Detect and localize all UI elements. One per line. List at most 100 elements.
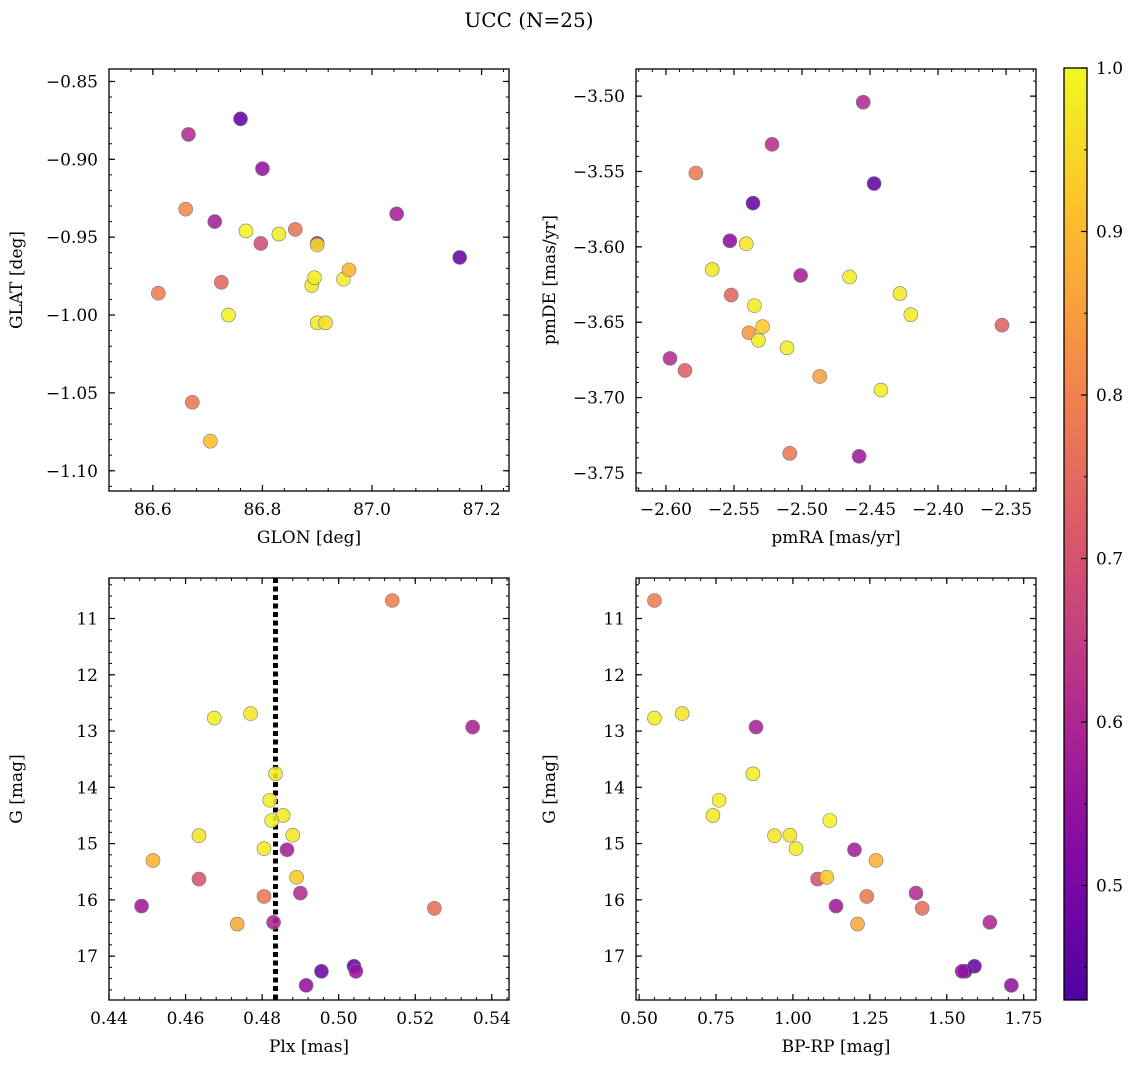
data-point	[262, 792, 278, 808]
data-point	[850, 916, 865, 932]
y-axis-label: pmDE [mas/yr]	[540, 215, 560, 345]
colorbar-tick-label: 0.5	[1096, 877, 1123, 897]
x-axis-label: Plx [mas]	[269, 1037, 349, 1057]
data-point	[782, 827, 798, 843]
data-point	[755, 319, 770, 335]
data-point	[181, 127, 196, 142]
x-tick-label: −2.45	[844, 500, 896, 520]
colorbar-tick-label: 1.0	[1096, 59, 1123, 79]
x-tick-label: 0.50	[320, 1009, 358, 1029]
data-layer	[647, 593, 1019, 993]
data-point	[982, 915, 998, 930]
y-tick-label: 17	[603, 947, 625, 967]
data-layer	[134, 578, 480, 1000]
data-point	[822, 813, 838, 828]
panel-glon-glat: 86.6 86.8 87.0 87.2 −0.85 −0.90 −0.95 −1.00 −1.0…	[7, 68, 510, 548]
data-point	[954, 964, 970, 979]
panel-bprp-g: 0.50 0.75 1.00 1.25 1.50 1.75 11 12 13 14 15 16 17 BP…	[540, 577, 1043, 1057]
x-tick-label: −2.60	[640, 500, 692, 520]
data-point	[465, 719, 480, 735]
x-tick-label: 1.75	[1005, 1009, 1043, 1029]
axes-frame	[108, 68, 510, 492]
data-point	[314, 964, 329, 979]
x-axis-label: pmRA [mas/yr]	[771, 528, 900, 548]
y-tick-label: −3.70	[573, 389, 625, 409]
data-point	[782, 446, 798, 461]
data-point	[745, 195, 761, 211]
x-tick-label: 0.54	[473, 1009, 511, 1029]
y-tick-label: −0.95	[46, 228, 98, 248]
y-tick-label: 15	[76, 835, 98, 855]
colorbar-gradient	[1064, 68, 1087, 1000]
x-tick-label: 86.6	[134, 500, 172, 520]
data-point	[285, 827, 301, 843]
x-tick-label: 0.44	[90, 1009, 128, 1029]
colorbar-tick-label: 0.7	[1096, 550, 1123, 570]
data-point	[722, 233, 738, 249]
data-point	[866, 176, 882, 191]
data-point	[206, 710, 222, 726]
data-point	[779, 340, 795, 356]
data-point	[298, 978, 314, 993]
data-point	[452, 250, 467, 265]
data-point	[191, 871, 207, 887]
x-tick-label: 86.8	[243, 500, 281, 520]
axes-frame	[635, 68, 1037, 492]
data-point	[233, 111, 248, 127]
y-tick-label: 16	[603, 891, 625, 911]
x-tick-label: −2.35	[980, 500, 1032, 520]
data-point	[253, 236, 269, 251]
y-tick-label: 11	[76, 610, 98, 630]
data-point	[178, 201, 194, 217]
x-tick-label: 87.2	[463, 500, 501, 520]
data-point	[855, 94, 871, 110]
y-tick-label: −3.65	[573, 313, 625, 333]
x-tick-label: 0.75	[697, 1009, 735, 1029]
data-point	[229, 916, 245, 932]
y-tick-label: −0.90	[46, 150, 98, 170]
data-point	[847, 842, 862, 858]
y-axis-label: G [mag]	[540, 754, 560, 823]
figure-title: UCC (N=25)	[464, 8, 593, 32]
data-point	[647, 593, 662, 608]
data-point	[271, 226, 287, 242]
data-point	[914, 900, 930, 916]
data-point	[255, 161, 270, 176]
data-point	[812, 369, 827, 384]
data-point	[207, 214, 223, 229]
axes-frame	[108, 577, 510, 1001]
y-tick-label: 13	[76, 722, 98, 742]
x-axis-label: GLON [deg]	[257, 528, 361, 548]
data-point	[238, 223, 254, 239]
data-point	[788, 841, 804, 856]
y-tick-label: 11	[603, 610, 625, 630]
x-tick-label: 1.25	[851, 1009, 889, 1029]
y-tick-label: 12	[76, 666, 98, 686]
x-tick-label: 1.00	[774, 1009, 812, 1029]
y-tick-label: 14	[603, 778, 625, 798]
x-tick-label: 0.48	[243, 1009, 281, 1029]
colorbar-tick-label: 0.6	[1096, 713, 1123, 733]
data-point	[793, 268, 808, 283]
data-point	[307, 270, 322, 285]
x-tick-label: 1.50	[928, 1009, 966, 1029]
y-tick-label: −1.00	[46, 306, 98, 326]
data-point	[764, 137, 780, 152]
data-point	[994, 317, 1010, 333]
data-layer	[662, 94, 1010, 464]
y-tick-label: −1.10	[46, 462, 98, 482]
data-point	[748, 719, 764, 735]
data-point	[214, 275, 229, 290]
data-point	[842, 269, 857, 285]
data-point	[747, 298, 762, 313]
data-point	[279, 842, 295, 858]
data-point	[203, 433, 218, 449]
data-point	[688, 165, 704, 181]
data-point	[828, 898, 844, 914]
data-point	[711, 792, 727, 808]
data-point	[647, 710, 662, 726]
colorbar-tick-label: 0.8	[1096, 386, 1123, 406]
data-point	[341, 262, 357, 278]
data-point	[184, 394, 200, 410]
